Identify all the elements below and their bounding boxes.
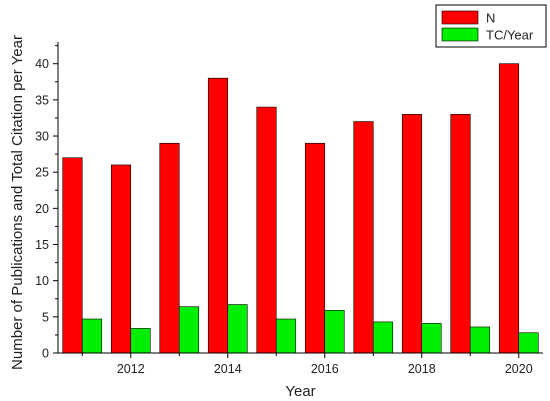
bars-group xyxy=(62,63,539,354)
y-tick-label-5: 5 xyxy=(42,310,49,324)
x-tick-label-2012: 2012 xyxy=(117,362,145,376)
bar-n-2013 xyxy=(159,142,180,354)
bar-n-2014 xyxy=(207,77,229,354)
x-ticks-group: 2012 2014 2016 2018 2020 xyxy=(81,353,533,376)
bar-n-2015 xyxy=(256,106,277,354)
legend-swatch-n xyxy=(441,10,479,25)
bar-tc-year-2012 xyxy=(130,328,151,354)
y-ticks-group: 0 5 10 15 20 25 30 35 40 xyxy=(35,45,58,361)
bar-tc-year-2016 xyxy=(324,310,345,354)
y-tick-label-30: 30 xyxy=(35,130,49,144)
bar-n-2012 xyxy=(110,164,132,354)
bar-n-2020 xyxy=(498,63,520,354)
y-axis-label: Number of Publications and Total Citatio… xyxy=(9,35,26,370)
x-tick-label-2016: 2016 xyxy=(311,362,339,376)
legend: N TC/Year xyxy=(435,4,547,48)
legend-label-n: N xyxy=(486,11,495,26)
bar-n-2018 xyxy=(401,114,423,354)
bar-tc-year-2013 xyxy=(178,306,200,354)
legend-items: N TC/Year xyxy=(441,10,534,43)
bar-tc-year-2020 xyxy=(518,332,539,354)
bar-tc-year-2015 xyxy=(275,318,297,354)
y-tick-label-35: 35 xyxy=(35,93,49,107)
bar-n-2011 xyxy=(62,157,83,354)
bar-n-2016 xyxy=(304,142,326,354)
x-axis-label: Year xyxy=(285,383,315,400)
legend-label-tc-year: TC/Year xyxy=(486,28,534,43)
y-tick-label-40: 40 xyxy=(35,57,49,71)
x-tick-label-2018: 2018 xyxy=(408,362,436,376)
y-tick-label-10: 10 xyxy=(35,274,49,288)
y-tick-label-25: 25 xyxy=(35,166,49,180)
bar-tc-year-2017 xyxy=(372,321,394,354)
bar-tc-year-2011 xyxy=(81,318,103,354)
bar-tc-year-2014 xyxy=(227,304,248,354)
legend-swatch-tc-year xyxy=(441,27,479,42)
bar-n-2017 xyxy=(353,121,374,354)
bar-n-2019 xyxy=(450,114,471,354)
axes-group xyxy=(57,42,543,354)
x-tick-label-2020: 2020 xyxy=(505,362,533,376)
y-tick-label-20: 20 xyxy=(35,202,49,216)
y-tick-label-0: 0 xyxy=(42,347,49,361)
bar-tc-year-2019 xyxy=(469,326,491,354)
x-tick-label-2014: 2014 xyxy=(214,362,242,376)
y-tick-label-15: 15 xyxy=(35,238,49,252)
bar-tc-year-2018 xyxy=(421,323,442,354)
